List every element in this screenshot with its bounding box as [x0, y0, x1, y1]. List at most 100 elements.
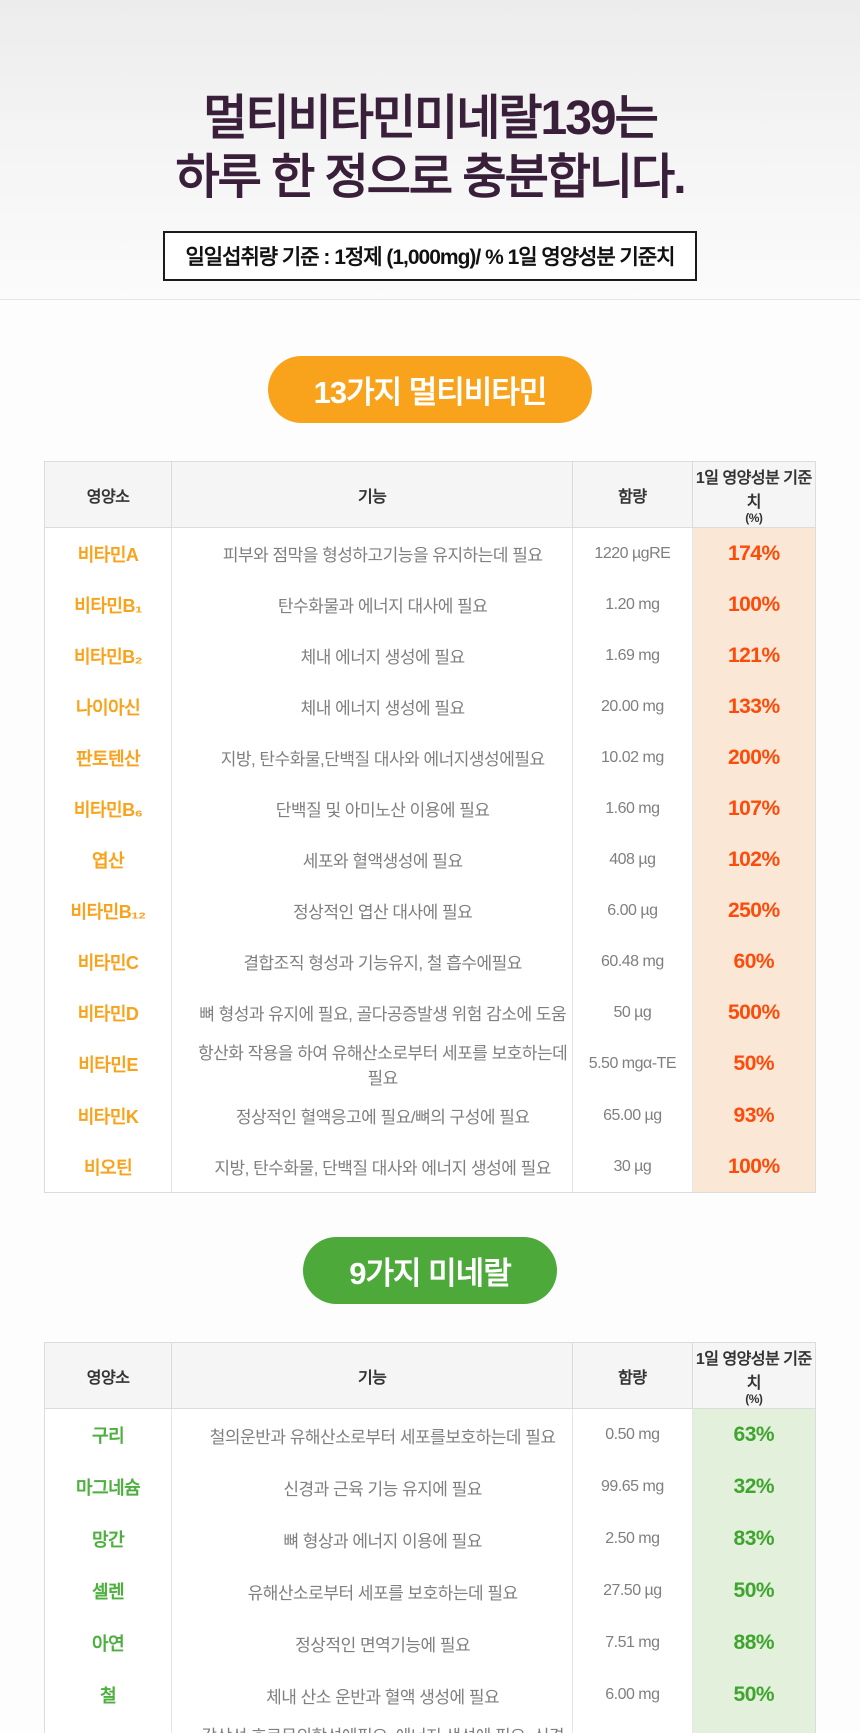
cell-function: 항산화 작용을 하여 유해산소로부터 세포를 보호하는데 필요	[171, 1038, 573, 1091]
cell-name: 셀렌	[92, 1582, 125, 1603]
cell-amount: 0.50 mg	[572, 1408, 693, 1462]
cell-name: 비오틴	[84, 1157, 133, 1178]
cell-percent: 200%	[691, 732, 816, 784]
cell-amount: 20.00 mg	[572, 681, 693, 733]
table-row: 비타민A 피부와 점막을 형성하고기능을 유지하는데 필요 1220 µgRE 174…	[45, 527, 816, 580]
vitamin-badge: 13가지 멀티비타민	[267, 356, 593, 423]
cell-percent: 102%	[691, 834, 816, 886]
cell-name: 비타민K	[77, 1106, 139, 1127]
table-row: 비오틴 지방, 탄수화물, 단백질 대사와 에너지 생성에 필요 30 µg 100%	[45, 1141, 816, 1193]
cell-name: 마그네슘	[75, 1478, 141, 1499]
cell-name: 비타민A	[77, 544, 139, 565]
mineral-section: 9가지 미네랄 영양소 기능 함량 1일 영양성분 기준치 (%) 구리 철의운반과…	[0, 1193, 860, 1733]
table-row: 비타민B₁ 탄수화물과 에너지 대사에 필요 1.20 mg 100%	[45, 579, 816, 631]
vitamin-table-header: 영양소 기능 함량 1일 영양성분 기준치 (%)	[44, 461, 816, 529]
table-row: 비타민C 결합조직 형성과 기능유지, 철 흡수에필요 60.48 mg 60%	[45, 936, 816, 988]
cell-function: 체내 에너지 생성에 필요	[171, 681, 573, 733]
cell-amount: 1.20 mg	[572, 579, 693, 631]
page-title: 멀티비타민미네랄139는 하루 한 정으로 충분합니다.	[0, 90, 860, 207]
cell-function: 정상적인 혈액응고에 필요/뼈의 구성에 필요	[171, 1090, 573, 1142]
cell-percent: 133%	[691, 681, 816, 733]
table-row: 아연 정상적인 면역기능에 필요 7.51 mg 88%	[45, 1617, 816, 1670]
cell-function: 유해산소로부터 세포를 보호하는데 필요	[171, 1565, 573, 1618]
cell-amount: 408 µg	[572, 834, 693, 886]
dosage-note-box: 일일섭취량 기준 : 1정제 (1,000mg)/ % 1일 영양성분 기준치	[163, 231, 697, 282]
table-row: 판토텐산 지방, 탄수화물,단백질 대사와 에너지생성에필요 10.02 mg 200…	[45, 732, 816, 784]
cell-name: 요오드	[45, 1721, 172, 1733]
cell-amount: 50 µg	[572, 987, 693, 1039]
cell-name: 비타민C	[77, 952, 139, 973]
vitamin-table: 영양소 기능 함량 1일 영양성분 기준치 (%) 비타민A 피부와 점막을 형성하…	[44, 461, 816, 1194]
cell-function: 지방, 탄수화물, 단백질 대사와 에너지 생성에 필요	[171, 1141, 573, 1193]
table-row: 비타민K 정상적인 혈액응고에 필요/뼈의 구성에 필요 65.00 µg 93%	[45, 1090, 816, 1142]
cell-function: 갑상선 호르몬의합성에필요, 에너지 생성에 필요, 신경발달에필요	[171, 1721, 573, 1733]
table-row: 요오드갑상선 호르몬의합성에필요, 에너지 생성에 필요, 신경발달에필요150…	[45, 1721, 816, 1733]
cell-percent: 174%	[691, 527, 816, 580]
cell-amount: 27.50 µg	[572, 1565, 693, 1618]
cell-percent: 121%	[691, 630, 816, 682]
cell-function: 지방, 탄수화물,단백질 대사와 에너지생성에필요	[171, 732, 573, 784]
vitamin-section: 13가지 멀티비타민 영양소 기능 함량 1일 영양성분 기준치 (%) 비타민A…	[0, 300, 860, 1194]
column-header-percent-line2: (%)	[745, 511, 763, 525]
mineral-badge-label: 9가지 미네랄	[349, 1256, 511, 1292]
cell-amount: 60.48 mg	[572, 936, 693, 988]
cell-name: 비타민B₁	[74, 595, 142, 616]
cell-function: 피부와 점막을 형성하고기능을 유지하는데 필요	[171, 527, 573, 580]
cell-function: 정상적인 면역기능에 필요	[171, 1617, 573, 1670]
cell-percent: 107%	[691, 783, 816, 835]
cell-percent: 250%	[691, 885, 816, 937]
vitamin-table-body: 비타민A 피부와 점막을 형성하고기능을 유지하는데 필요 1220 µgRE 174…	[45, 527, 816, 1193]
cell-name: 비타민B₂	[74, 646, 143, 667]
cell-function: 결합조직 형성과 기능유지, 철 흡수에필요	[171, 936, 573, 988]
mineral-table-header: 영양소 기능 함량 1일 영양성분 기준치 (%)	[44, 1342, 816, 1410]
mineral-table: 영양소 기능 함량 1일 영양성분 기준치 (%) 구리 철의운반과 유해산소로부터…	[44, 1342, 816, 1733]
cell-function: 뼈 형상과 에너지 이용에 필요	[171, 1513, 573, 1566]
cell-amount: 5.50 mgα-TE	[572, 1038, 693, 1091]
mineral-table-body: 구리 철의운반과 유해산소로부터 세포를보호하는데 필요 0.50 mg 63% 마그네…	[45, 1408, 816, 1733]
column-header-amount: 함량	[572, 1342, 693, 1410]
cell-percent: 88%	[691, 1617, 816, 1670]
cell-name: 비타민D	[77, 1003, 139, 1024]
cell-percent: 63%	[691, 1408, 816, 1462]
cell-name: 구리	[92, 1426, 125, 1447]
table-row: 비타민B₆ 단백질 및 아미노산 이용에 필요 1.60 mg 107%	[45, 783, 816, 835]
cell-percent: 32%	[691, 1461, 816, 1514]
cell-name: 망간	[92, 1530, 125, 1551]
cell-name: 비타민B₁₂	[70, 901, 147, 922]
table-row: 비타민B₂ 체내 에너지 생성에 필요 1.69 mg 121%	[45, 630, 816, 682]
cell-percent: 50%	[691, 1038, 816, 1091]
table-row: 구리 철의운반과 유해산소로부터 세포를보호하는데 필요 0.50 mg 63%	[45, 1408, 816, 1462]
cell-percent: 500%	[691, 987, 816, 1039]
cell-percent: 100%	[691, 1721, 816, 1733]
table-row: 비타민E 항산화 작용을 하여 유해산소로부터 세포를 보호하는데 필요 5.50 …	[45, 1038, 816, 1091]
cell-name: 엽산	[92, 850, 125, 871]
cell-percent: 60%	[691, 936, 816, 988]
cell-name: 비타민B₆	[73, 799, 143, 820]
vitamin-badge-label: 13가지 멀티비타민	[313, 375, 548, 410]
cell-amount: 99.65 mg	[572, 1461, 693, 1514]
cell-function: 체내 산소 운반과 혈액 생성에 필요	[171, 1669, 573, 1722]
column-header-nutrient: 영양소	[44, 461, 172, 529]
cell-name: 판토텐산	[75, 748, 141, 769]
cell-name: 비타민E	[78, 1055, 138, 1076]
column-header-nutrient: 영양소	[44, 1342, 172, 1410]
cell-percent: 50%	[691, 1565, 816, 1618]
cell-percent: 100%	[691, 579, 816, 631]
table-row: 망간 뼈 형상과 에너지 이용에 필요 2.50 mg 83%	[45, 1513, 816, 1566]
title-line2: 하루 한 정으로 충분합니다.	[175, 150, 686, 204]
cell-amount: 1220 µgRE	[572, 527, 693, 580]
cell-percent: 83%	[691, 1513, 816, 1566]
cell-amount: 65.00 µg	[572, 1090, 693, 1142]
column-header-percent-line2: (%)	[745, 1392, 763, 1407]
cell-function: 세포와 혈액생성에 필요	[171, 834, 573, 886]
cell-amount: 10.02 mg	[572, 732, 693, 784]
column-header-percent-line1: 1일 영양성분 기준치	[695, 1351, 812, 1393]
column-header-percent-line1: 1일 영양성분 기준치	[695, 470, 812, 511]
dosage-note: 일일섭취량 기준 : 1정제 (1,000mg)/ % 1일 영양성분 기준치	[185, 246, 675, 270]
table-row: 셀렌 유해산소로부터 세포를 보호하는데 필요 27.50 µg 50%	[45, 1565, 816, 1618]
cell-function: 철의운반과 유해산소로부터 세포를보호하는데 필요	[171, 1408, 573, 1462]
table-row: 나이아신 체내 에너지 생성에 필요 20.00 mg 133%	[45, 681, 816, 733]
cell-function: 신경과 근육 기능 유지에 필요	[171, 1461, 573, 1514]
table-row: 철 체내 산소 운반과 혈액 생성에 필요 6.00 mg 50%	[45, 1669, 816, 1722]
